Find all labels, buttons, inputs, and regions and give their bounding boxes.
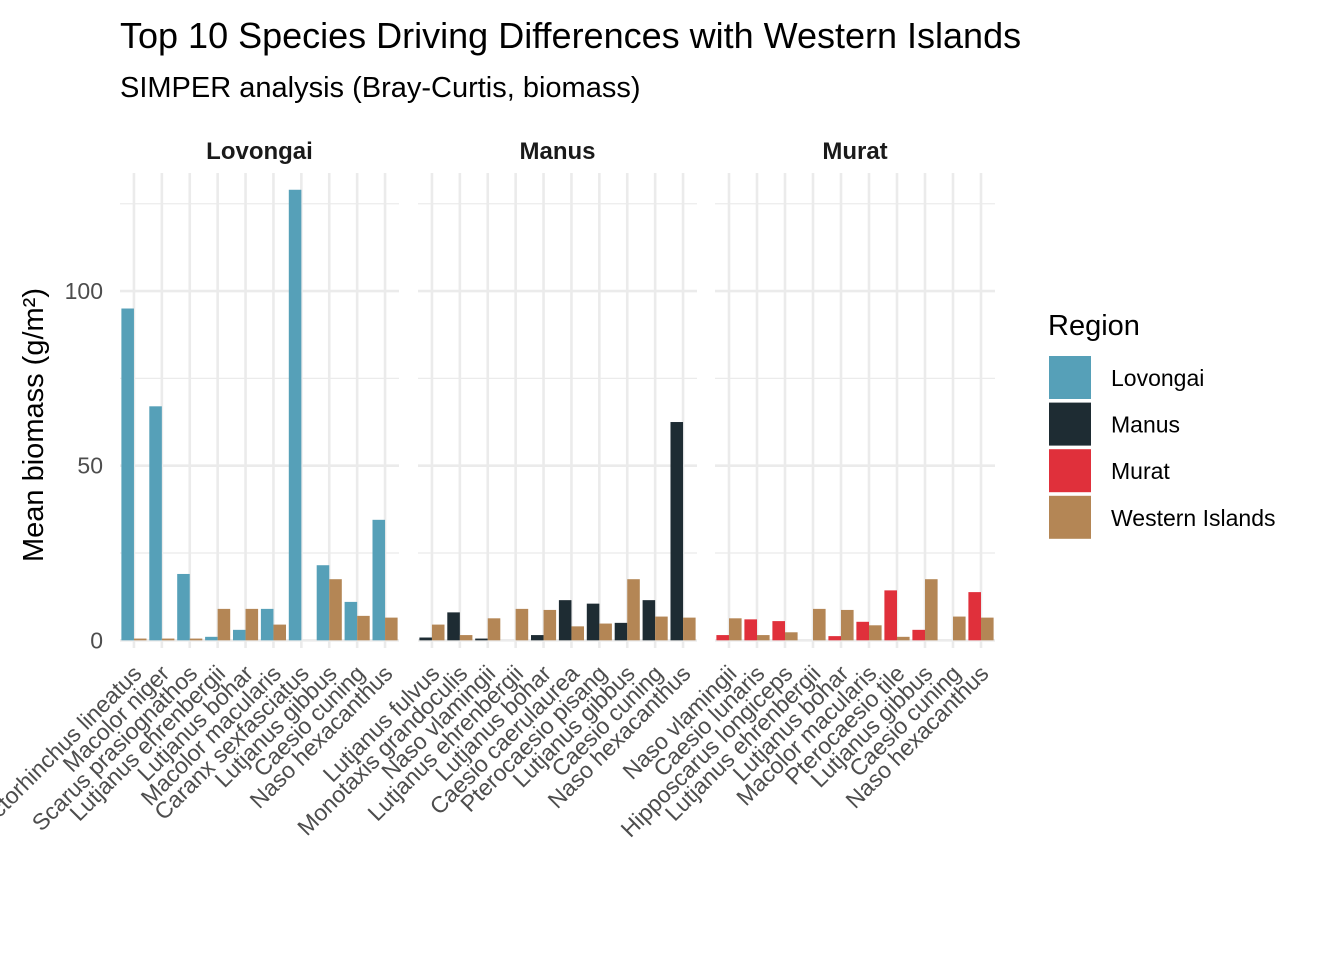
chart-subtitle: SIMPER analysis (Bray-Curtis, biomass) bbox=[120, 72, 641, 104]
bar-murat-western-islands-pterocaesio-tile bbox=[897, 636, 910, 641]
bar-manus-western-islands-caesio-cuning bbox=[655, 616, 668, 641]
bar-manus-western-islands-lutjanus-ehrenbergii bbox=[515, 608, 529, 641]
bar-manus-western-islands-caesio-caerulaurea bbox=[571, 626, 585, 641]
bar-lovongai-western-islands-lutjanus-gibbus bbox=[329, 579, 342, 641]
bar-manus-manus-caesio-caerulaurea bbox=[558, 600, 572, 641]
bar-manus-western-islands-naso-vlamingii bbox=[487, 618, 501, 641]
bar-manus-western-islands-naso-hexacanthus bbox=[683, 617, 696, 641]
legend: Lovongai Manus Murat Western Islands bbox=[1049, 356, 1275, 539]
bar-murat-western-islands-lutjanus-ehrenbergii bbox=[813, 608, 826, 641]
bar-murat-murat-macolor-macularis bbox=[856, 621, 869, 641]
legend-swatch-manus bbox=[1049, 402, 1091, 446]
bar-murat-murat-naso-hexacanthus bbox=[968, 592, 981, 641]
bar-lovongai-lovongai-lutjanus-ehrenbergii bbox=[205, 636, 218, 641]
bar-manus-western-islands-lutjanus-fulvus bbox=[431, 624, 445, 641]
legend-swatch-murat bbox=[1049, 449, 1091, 493]
bar-manus-manus-monotaxis-grandoculis bbox=[447, 612, 460, 641]
y-tick-label-0: 0 bbox=[90, 627, 103, 653]
bar-murat-western-islands-naso-vlamingii bbox=[729, 618, 742, 641]
bar-lovongai-lovongai-macolor-macularis bbox=[260, 608, 274, 641]
bar-lovongai-western-islands-caesio-cuning bbox=[357, 615, 370, 641]
bar-manus-manus-caesio-cuning bbox=[642, 600, 656, 641]
bar-murat-murat-pterocaesio-tile bbox=[884, 590, 897, 641]
bar-lovongai-lovongai-scarus-prasiognathos bbox=[177, 573, 190, 641]
bar-murat-murat-caesio-lunaris bbox=[744, 619, 757, 641]
legend-label-manus: Manus bbox=[1111, 412, 1180, 438]
bar-lovongai-western-islands-macolor-macularis bbox=[273, 624, 287, 641]
bar-murat-western-islands-caesio-lunaris bbox=[757, 635, 770, 641]
bar-lovongai-western-islands-lutjanus-bohar bbox=[245, 608, 259, 641]
bar-lovongai-western-islands-scarus-prasiognathos bbox=[189, 638, 203, 641]
bar-lovongai-lovongai-lutjanus-bohar bbox=[232, 629, 246, 641]
bar-lovongai-western-islands-naso-hexacanthus bbox=[385, 617, 398, 641]
bar-manus-manus-lutjanus-bohar bbox=[530, 635, 544, 641]
legend-label-lovongai: Lovongai bbox=[1111, 365, 1204, 391]
facet-label-manus: Manus bbox=[519, 138, 595, 165]
bar-lovongai-lovongai-caranx-sexfasciatus bbox=[288, 189, 302, 641]
bar-murat-murat-lutjanus-bohar bbox=[828, 636, 841, 641]
legend-label-murat: Murat bbox=[1111, 458, 1170, 484]
bar-manus-western-islands-pterocaesio-pisang bbox=[599, 623, 612, 641]
bar-murat-western-islands-hipposcarus-longiceps bbox=[785, 632, 798, 641]
legend-label-western-islands: Western Islands bbox=[1111, 505, 1275, 531]
bar-lovongai-lovongai-naso-hexacanthus bbox=[372, 519, 386, 641]
bar-murat-murat-hipposcarus-longiceps bbox=[772, 621, 785, 641]
bar-murat-murat-lutjanus-gibbus bbox=[912, 629, 925, 641]
bar-murat-western-islands-macolor-macularis bbox=[869, 625, 882, 641]
bar-manus-western-islands-lutjanus-gibbus bbox=[627, 579, 640, 641]
bar-lovongai-lovongai-caesio-cuning bbox=[344, 601, 358, 641]
legend-title: Region bbox=[1048, 310, 1140, 342]
bar-lovongai-western-islands-macolor-niger bbox=[161, 638, 175, 641]
y-tick-label-50: 50 bbox=[77, 453, 103, 479]
bar-manus-manus-naso-hexacanthus bbox=[670, 422, 684, 641]
bar-manus-manus-pterocaesio-pisang bbox=[586, 603, 600, 641]
bar-lovongai-lovongai-lutjanus-gibbus bbox=[316, 565, 330, 641]
legend-swatch-western-islands bbox=[1049, 495, 1091, 539]
bar-manus-manus-naso-vlamingii bbox=[475, 638, 488, 641]
bar-lovongai-lovongai-macolor-niger bbox=[149, 406, 162, 641]
legend-swatch-lovongai bbox=[1049, 356, 1091, 399]
facet-label-murat: Murat bbox=[822, 138, 887, 165]
bar-murat-western-islands-caesio-cuning bbox=[953, 616, 966, 641]
bar-murat-murat-naso-vlamingii bbox=[716, 635, 729, 641]
bar-lovongai-western-islands-plectorhinchus-lineatus bbox=[133, 638, 147, 641]
bar-manus-manus-lutjanus-fulvus bbox=[419, 637, 432, 641]
chart-title: Top 10 Species Driving Differences with … bbox=[120, 15, 1021, 56]
bar-manus-manus-lutjanus-gibbus bbox=[614, 622, 628, 641]
y-tick-label-100: 100 bbox=[65, 278, 103, 304]
y-axis-label: Mean biomass (g/m²) bbox=[18, 288, 50, 562]
bar-lovongai-western-islands-lutjanus-ehrenbergii bbox=[217, 608, 231, 641]
bar-murat-western-islands-naso-hexacanthus bbox=[981, 617, 994, 641]
bar-murat-western-islands-lutjanus-gibbus bbox=[925, 579, 938, 641]
facet-label-lovongai: Lovongai bbox=[206, 138, 313, 165]
bar-manus-western-islands-monotaxis-grandoculis bbox=[459, 635, 473, 641]
bar-manus-western-islands-lutjanus-bohar bbox=[543, 609, 557, 641]
bar-murat-western-islands-lutjanus-bohar bbox=[841, 609, 854, 641]
bar-lovongai-lovongai-plectorhinchus-lineatus bbox=[121, 308, 134, 641]
